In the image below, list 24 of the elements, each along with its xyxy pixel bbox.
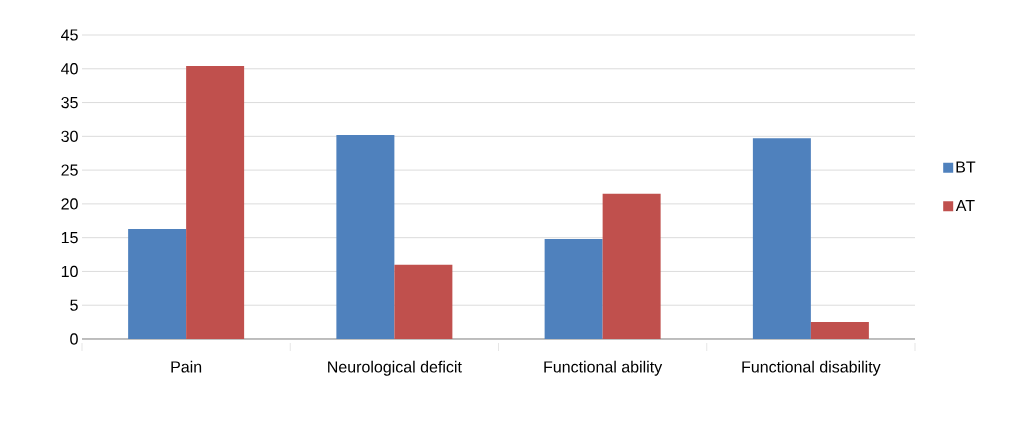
x-tick-label: Pain	[171, 360, 202, 373]
bar	[128, 228, 187, 339]
y-tick-label: 35	[61, 96, 78, 109]
y-tick-label: 15	[61, 232, 78, 244]
bar	[186, 66, 245, 339]
y-tick-label: 0	[70, 333, 78, 345]
y-tick-label: 20	[61, 198, 78, 210]
x-tick-label: Functional disability	[742, 360, 881, 376]
bar	[394, 264, 453, 339]
bar	[336, 134, 395, 339]
legend-label: AT	[955, 200, 975, 212]
x-tick-label: Neurological deficit	[328, 360, 462, 376]
bar	[602, 193, 661, 339]
legend-label: BT	[956, 161, 976, 173]
y-tick-label: 5	[70, 299, 78, 311]
y-tick-label: 40	[61, 63, 78, 75]
bar	[544, 239, 603, 339]
y-tick-label: 30	[61, 130, 78, 142]
bar	[810, 322, 869, 339]
bar	[752, 138, 811, 339]
y-tick-label: 45	[61, 29, 78, 41]
x-tick-label: Functional ability	[544, 360, 663, 376]
y-tick-label: 25	[61, 164, 78, 176]
y-tick-label: 10	[61, 265, 78, 278]
